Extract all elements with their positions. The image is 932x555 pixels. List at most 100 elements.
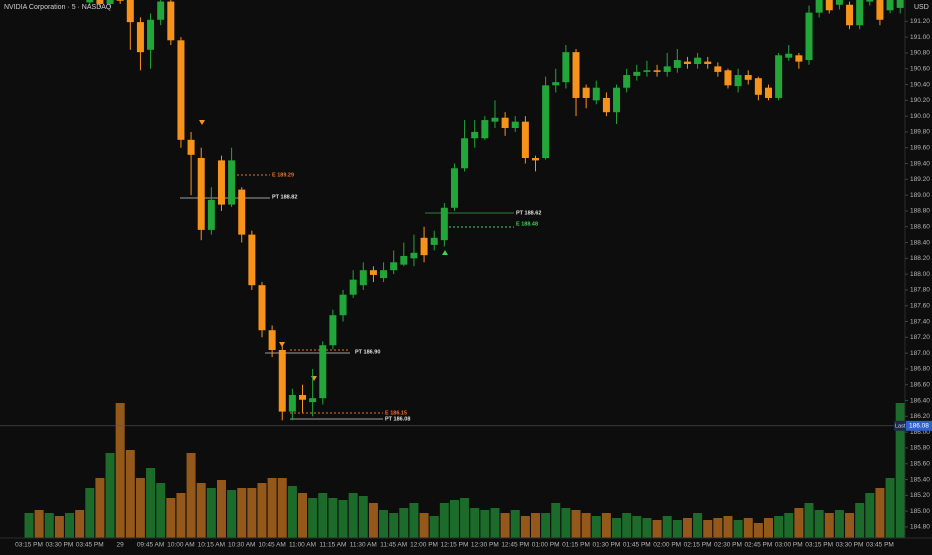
volume-bar: [348, 493, 358, 538]
candle-body: [764, 87, 772, 98]
candle-body: [248, 234, 256, 286]
volume-bar: [338, 500, 348, 538]
candle-body: [805, 12, 813, 61]
candle-body: [207, 199, 215, 230]
candle-body: [582, 87, 590, 98]
y-tick-label: 185.60: [910, 460, 930, 467]
x-tick-label: 02:00 PM: [653, 542, 681, 549]
volume-bar: [105, 453, 115, 538]
x-tick-label: 11:00 AM: [289, 542, 316, 549]
candle-body: [643, 70, 651, 72]
candle-body: [217, 160, 225, 205]
volume-bar: [824, 513, 834, 538]
y-tick-label: 188.20: [910, 255, 930, 262]
volume-bar: [693, 513, 703, 538]
x-tick-label: 11:30 AM: [350, 542, 377, 549]
volume-bar: [409, 503, 419, 538]
candle-body: [775, 55, 783, 98]
volume-bar: [328, 498, 338, 538]
volume-bar: [460, 498, 470, 538]
candle-body: [683, 61, 691, 64]
candle-body: [430, 237, 438, 245]
volume-bar: [54, 516, 64, 538]
candle-body: [197, 158, 205, 230]
candle-body: [126, 0, 134, 23]
candle-body: [886, 0, 894, 11]
candle-body: [542, 85, 550, 159]
volume-bar: [115, 403, 125, 538]
signal-marker: [279, 342, 285, 347]
volume-bar: [510, 510, 520, 538]
trade-annotation: PT 186.90: [355, 349, 380, 355]
y-tick-label: 189.60: [910, 144, 930, 151]
y-tick-label: 188.40: [910, 239, 930, 246]
x-tick-label: 10:00 AM: [167, 542, 194, 549]
volume-bar: [733, 520, 743, 538]
volume-bar: [267, 478, 277, 538]
trade-annotation: E 188.48: [516, 221, 538, 227]
candle-body: [663, 66, 671, 72]
candle-body: [602, 97, 610, 113]
volume-bar: [368, 503, 378, 538]
candle-body: [653, 70, 661, 72]
candle-body: [420, 237, 428, 256]
volume-bar: [358, 496, 368, 538]
candle-body: [613, 87, 621, 113]
volume-bar: [186, 453, 196, 538]
volume-bar: [703, 520, 713, 538]
candle-body: [187, 139, 195, 155]
y-tick-label: 187.00: [910, 350, 930, 357]
y-tick-label: 191.00: [910, 34, 930, 41]
volume-bar: [470, 508, 480, 538]
volume-bar: [895, 403, 905, 538]
volume-bar: [75, 510, 85, 538]
volume-bar: [875, 488, 885, 538]
candle-body: [694, 57, 702, 64]
volume-bar: [601, 513, 611, 538]
x-tick-label: 03:15 PM: [805, 542, 833, 549]
candle-body: [592, 87, 600, 101]
volume-bar: [287, 486, 297, 538]
volume-bar: [672, 520, 682, 538]
volume-bar: [379, 510, 389, 538]
x-tick-label: 10:30 AM: [228, 542, 255, 549]
volume-bar: [85, 488, 95, 538]
candle-body: [754, 78, 762, 95]
volume-bar: [551, 503, 561, 538]
volume-bar: [196, 483, 206, 538]
x-tick-label: 12:45 PM: [501, 542, 529, 549]
y-tick-label: 186.80: [910, 366, 930, 373]
volume-bar: [308, 498, 318, 538]
candle-body: [329, 315, 337, 346]
candle-body: [633, 71, 641, 76]
y-tick-label: 190.60: [910, 65, 930, 72]
candle-body: [856, 0, 864, 26]
volume-bar: [480, 510, 490, 538]
reference-price-label: 186.08: [909, 423, 929, 430]
signal-marker: [442, 250, 448, 255]
x-tick-label: 09:45 AM: [137, 542, 164, 549]
candle-body: [876, 0, 884, 20]
volume-bar: [176, 493, 186, 538]
candle-body: [380, 270, 388, 279]
y-tick-label: 188.60: [910, 223, 930, 230]
y-tick-label: 185.40: [910, 476, 930, 483]
candle-body: [299, 395, 307, 400]
y-tick-label: 186.20: [910, 413, 930, 420]
volume-bar: [419, 513, 429, 538]
volume-bar: [399, 508, 409, 538]
volume-bar: [166, 498, 176, 538]
x-tick-label: 02:45 PM: [744, 542, 772, 549]
y-tick-label: 188.00: [910, 271, 930, 278]
candle-body: [744, 75, 752, 80]
volume-bar: [24, 513, 34, 538]
volume-bar: [500, 513, 510, 538]
volume-bar: [34, 510, 44, 538]
candle-body: [167, 1, 175, 41]
candle-body: [471, 131, 479, 139]
volume-bar: [439, 503, 449, 538]
x-tick-label: 03:30 PM: [45, 542, 73, 549]
volume-bar: [763, 518, 773, 538]
candle-body: [734, 75, 742, 87]
